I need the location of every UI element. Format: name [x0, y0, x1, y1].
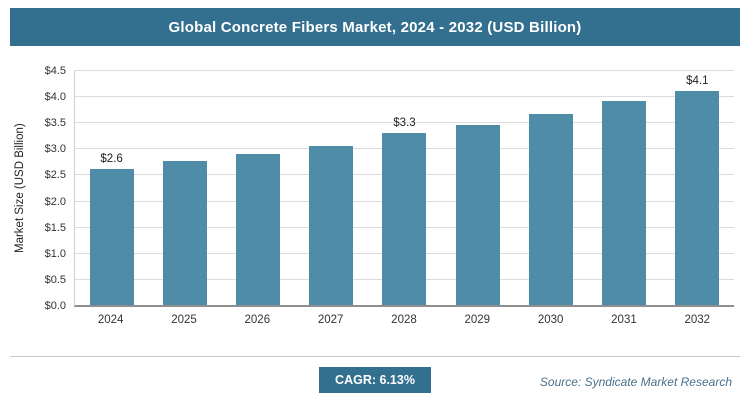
bar-slot [148, 70, 221, 305]
bar-2031 [602, 101, 647, 305]
chart: Market Size (USD Billion) $0.0 $0.5 $1.0 $1… [10, 65, 734, 326]
gridline [75, 70, 734, 71]
y-tick-label: $4.5 [44, 65, 66, 77]
gridline [75, 122, 734, 124]
x-tick-label: 2024 [97, 314, 124, 326]
y-tick-label: $4.0 [44, 91, 66, 104]
source-text: Source: Syndicate Market Research [539, 375, 732, 389]
x-axis-ticks: 2024 2025 2026 2027 2028 2029 2030 2031 2032 [74, 314, 734, 326]
chart-title: Global Concrete Fibers Market, 2024 - 20… [168, 18, 582, 36]
x-tick-label: 2025 [171, 314, 197, 326]
y-tick-label: $0.0 [44, 300, 66, 312]
bar-2024 [89, 169, 134, 305]
bar-slot: $4.1 [661, 70, 734, 305]
bar-2026 [236, 153, 281, 305]
gridline [75, 96, 734, 98]
page: Global Concrete Fibers Market, 2024 - 20… [0, 8, 750, 417]
bar-value-label: $3.3 [393, 116, 416, 129]
bar-slot: $3.3 [368, 70, 441, 305]
bar-slot [588, 70, 661, 305]
bar-2030 [528, 114, 573, 305]
bar-series: $2.6 $3.3 $4.1 [75, 70, 734, 305]
bar-2028 [382, 132, 427, 305]
x-tick-label: 2031 [611, 314, 637, 326]
y-tick-label: $1.0 [44, 247, 66, 260]
y-tick-label: $2.0 [44, 195, 66, 208]
bar-slot [221, 70, 294, 305]
x-tick-label: 2029 [464, 314, 491, 326]
bar-2027 [309, 145, 354, 305]
bar-value-label: $2.6 [100, 153, 123, 166]
bar-slot [514, 70, 587, 305]
y-tick-label: $3.5 [44, 117, 66, 130]
bar-slot: $2.6 [75, 70, 148, 305]
y-tick-label: $0.5 [44, 273, 66, 286]
y-axis-label: Market Size (USD Billion) [14, 123, 26, 254]
x-tick-label: 2032 [684, 314, 711, 326]
bar-2032 [675, 90, 720, 305]
bar-value-label: $4.1 [686, 74, 709, 87]
bar-2029 [455, 124, 500, 305]
chart-footer: CAGR: 6.13% Source: Syndicate Market Res… [10, 356, 740, 417]
bar-2025 [162, 161, 207, 305]
y-tick-label: $2.5 [44, 169, 66, 182]
x-tick-label: 2028 [391, 314, 417, 326]
plot-area: $2.6 $3.3 $4.1 [74, 70, 734, 307]
cagr-badge: CAGR: 6.13% [319, 367, 431, 393]
x-tick-label: 2027 [317, 314, 344, 326]
bar-slot [441, 70, 514, 305]
chart-title-banner: Global Concrete Fibers Market, 2024 - 20… [10, 8, 740, 46]
y-axis-ticks: $0.0 $0.5 $1.0 $1.5 $2.0 $2.5 $3.0 $3.5 $4.0 $4.5 [30, 65, 74, 312]
y-tick-label: $3.0 [44, 143, 66, 156]
bar-slot [295, 70, 368, 305]
x-tick-label: 2030 [537, 314, 564, 326]
x-tick-label: 2026 [244, 314, 271, 326]
y-tick-label: $1.5 [44, 221, 66, 234]
